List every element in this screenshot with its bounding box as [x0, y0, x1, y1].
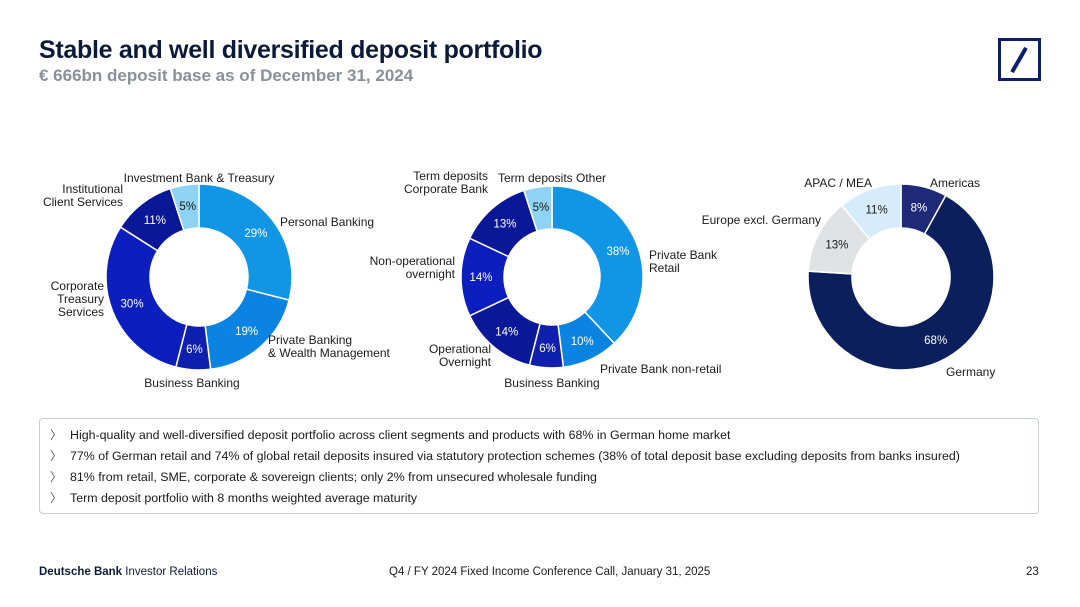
slice-value-label: 8%	[911, 202, 928, 214]
slice-category-label: Personal Banking	[280, 215, 374, 229]
donut-chart-1: 29% Personal Banking 19% Private Banking & W…	[43, 171, 391, 390]
slice-value-label: 6%	[539, 343, 556, 355]
slice-value-label: 38%	[606, 246, 629, 258]
slice-value-label: 10%	[571, 336, 594, 348]
slice-value-label: 5%	[533, 202, 550, 214]
page-subtitle: € 666bn deposit base as of December 31, …	[39, 66, 414, 85]
slice-category-label: Corporate Treasury Services	[51, 279, 105, 319]
slice-category-label: APAC / MEA	[804, 176, 872, 190]
donut-slice	[551, 185, 644, 345]
slice-value-label: 5%	[179, 201, 196, 213]
slice-value-label: 13%	[825, 239, 848, 251]
page-number: 23	[1026, 566, 1039, 578]
slice-category-label: Private Banking & Wealth Management	[268, 333, 391, 360]
key-point: 〉 High-quality and well-diversified depos…	[50, 425, 1038, 446]
donut-slice	[840, 183, 902, 241]
slice-category-label: Private Bank Retail	[649, 248, 718, 275]
slice-value-label: 30%	[121, 299, 144, 311]
chevron-right-icon: 〉	[50, 428, 63, 442]
slice-value-label: 13%	[494, 219, 517, 231]
donut-slice	[105, 226, 188, 368]
donut-slice	[522, 185, 553, 233]
footer-brand: Deutsche Bank Investor Relations	[39, 566, 218, 578]
key-point: 〉 77% of German retail and 74% of global …	[50, 446, 1038, 467]
slice-value-label: 68%	[924, 335, 947, 347]
donut-charts: 29% Personal Banking 19% Private Banking & W…	[43, 169, 996, 390]
chevron-right-icon: 〉	[50, 491, 63, 505]
slice-category-label: Institutional Client Services	[43, 182, 123, 209]
slice-value-label: 11%	[866, 204, 888, 216]
slice-category-label: Term deposits Other	[498, 171, 606, 185]
donut-slice	[198, 183, 293, 302]
slice-category-label: Europe excl. Germany	[702, 213, 821, 227]
slice-category-label: Investment Bank & Treasury	[124, 171, 275, 185]
page-title: Stable and well diversified deposit port…	[39, 36, 543, 64]
slice-category-label: Business Banking	[504, 376, 599, 390]
slice-category-label: Non-operational overnight	[370, 254, 456, 281]
donut-chart-3: 8%Americas 68% Germany 13% Europe excl. Germ…	[702, 176, 996, 379]
slice-value-label: 29%	[244, 228, 267, 240]
donut-slice	[807, 194, 995, 371]
deutsche-bank-logo-icon	[998, 38, 1041, 81]
slice-value-label: 14%	[495, 327, 518, 339]
slice-value-label: 14%	[469, 272, 492, 284]
slice-value-label: 11%	[144, 215, 166, 227]
slice-category-label: Private Bank non-retail	[600, 362, 721, 376]
slice-value-label: 6%	[186, 344, 203, 356]
donut-chart-2: 38% Private Bank Retail 10% Private Bank non…	[370, 169, 722, 390]
donut-slice	[169, 183, 200, 232]
chevron-right-icon: 〉	[50, 470, 63, 484]
key-point: 〉 81% from retail, SME, corporate & sover…	[50, 467, 1038, 488]
slice-category-label: Americas	[930, 176, 980, 190]
slice-category-label: Term deposits Corporate Bank	[404, 169, 489, 196]
key-point: 〉 Term deposit portfolio with 8 months we…	[50, 488, 1038, 509]
slice-category-label: Germany	[946, 365, 995, 379]
slice-category-label: Operational Overnight	[429, 342, 492, 369]
chevron-right-icon: 〉	[50, 449, 63, 463]
footer-event: Q4 / FY 2024 Fixed Income Conference Cal…	[389, 566, 711, 578]
key-points-box: 〉 High-quality and well-diversified depos…	[39, 418, 1039, 514]
slice-value-label: 19%	[235, 326, 258, 338]
slice-category-label: Business Banking	[144, 376, 239, 390]
